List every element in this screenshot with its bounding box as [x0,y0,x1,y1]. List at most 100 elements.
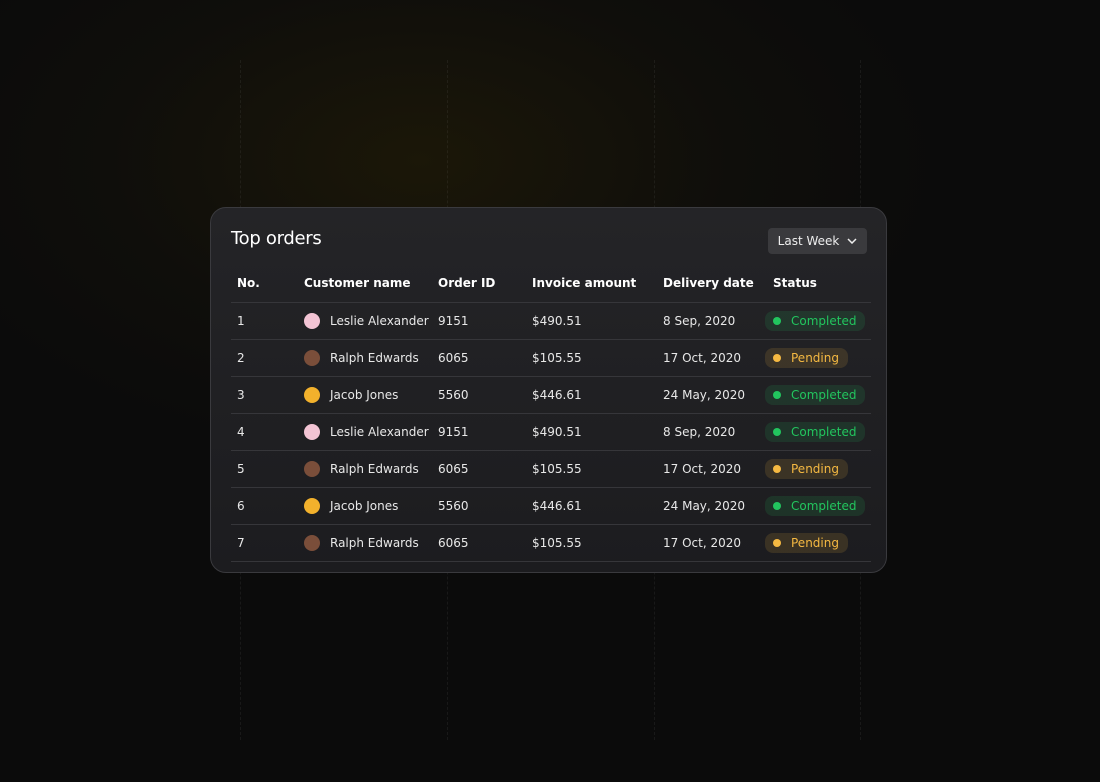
cell-text: 24 May, 2020 [663,499,746,513]
cell-customer: Ralph Edwards [304,451,419,487]
cell-order-id: 5560 [438,377,469,413]
cell-status: Completed [765,488,866,524]
status-dot [773,317,781,325]
status-badge: Pending [765,348,848,368]
cell-status: Pending [765,451,848,487]
cell-text: 4 [237,425,245,439]
cell-text: 8 Sep, 2020 [663,314,736,328]
status-text: Completed [791,425,857,439]
cell-text: 8 Sep, 2020 [663,425,736,439]
cell-text: 5560 [438,499,469,513]
cell-text: $105.55 [532,536,582,550]
orders-table: No. Customer name Order ID Invoice amount De… [231,264,871,562]
table-row: 5 Ralph Edwards 6065 $105.55 17 Oct, 2020 Pen… [231,451,871,488]
cell-amount: $105.55 [532,340,582,376]
cell-no: 7 [237,525,245,561]
cell-amount: $446.61 [532,488,582,524]
status-badge: Completed [765,311,866,331]
cell-amount: $490.51 [532,303,582,339]
avatar [304,461,320,477]
cell-text: 17 Oct, 2020 [663,351,741,365]
cell-no: 5 [237,451,245,487]
avatar [304,424,320,440]
cell-customer: Leslie Alexander [304,414,429,450]
cell-date: 17 Oct, 2020 [663,340,741,376]
cell-order-id: 5560 [438,488,469,524]
cell-order-id: 9151 [438,414,469,450]
cell-text: $490.51 [532,314,582,328]
cell-text: Jacob Jones [330,499,399,513]
cell-text: Leslie Alexander [330,425,429,439]
cell-text: 5560 [438,388,469,402]
cell-date: 17 Oct, 2020 [663,451,741,487]
cell-customer: Jacob Jones [304,488,398,524]
column-header: Invoice amount [532,276,637,290]
cell-text: 6 [237,499,245,513]
cell-order-id: 6065 [438,525,469,561]
cell-no: 6 [237,488,245,524]
cell-text: 24 May, 2020 [663,388,746,402]
cell-text: $105.55 [532,462,582,476]
cell-date: 17 Oct, 2020 [663,525,741,561]
status-text: Completed [791,314,857,328]
cell-amount: $105.55 [532,451,582,487]
status-text: Pending [791,462,839,476]
cell-text: 6065 [438,462,469,476]
status-dot [773,428,781,436]
status-text: Completed [791,499,857,513]
avatar [304,313,320,329]
chevron-icon[interactable] [847,238,857,244]
cell-text: 7 [237,536,245,550]
cell-status: Pending [765,525,848,561]
cell-date: 24 May, 2020 [663,488,745,524]
cell-customer: Ralph Edwards [304,525,419,561]
table-row: 7 Ralph Edwards 6065 $105.55 17 Oct, 2020 Pen… [231,525,871,562]
avatar [304,535,320,551]
cell-order-id: 6065 [438,451,469,487]
cell-date: 24 May, 2020 [663,377,745,413]
cell-text: 5 [237,462,245,476]
status-badge: Pending [765,459,848,479]
table-row: 4 Leslie Alexander 9151 $490.51 8 Sep, 2020 C… [231,414,871,451]
cell-text: $105.55 [532,351,582,365]
cell-text: $446.61 [532,499,582,513]
cell-text: 9151 [438,425,469,439]
status-text: Pending [791,351,839,365]
cell-text: Jacob Jones [330,388,399,402]
column-header: Status [773,276,817,290]
period-dropdown[interactable]: Last Week [768,228,867,254]
table-row: 1 Leslie Alexander 9151 $490.51 8 Sep, 2020 C… [231,303,871,340]
column-header: Order ID [438,276,496,290]
cell-date: 8 Sep, 2020 [663,414,735,450]
dropdown-label[interactable]: Last Week [777,234,840,248]
status-dot [773,354,781,362]
avatar [304,498,320,514]
table-row: 6 Jacob Jones 5560 $446.61 24 May, 2020 Compl… [231,488,871,525]
column-header: No. [237,276,260,290]
cell-text: 6065 [438,536,469,550]
status-text: Completed [791,388,857,402]
status-dot [773,465,781,473]
cell-text: 3 [237,388,245,402]
cell-text: Ralph Edwards [330,536,419,550]
cell-customer: Leslie Alexander [304,303,429,339]
orders-card: Top orders Last Week No. Customer name Ord… [210,207,887,573]
cell-text: $446.61 [532,388,582,402]
cell-status: Completed [765,377,866,413]
cell-amount: $105.55 [532,525,582,561]
cell-amount: $490.51 [532,414,582,450]
cell-customer: Jacob Jones [304,377,398,413]
column-header: Delivery date [663,276,754,290]
cell-customer: Ralph Edwards [304,340,419,376]
cell-no: 4 [237,414,245,450]
status-badge: Completed [765,385,866,405]
status-badge: Completed [765,496,866,516]
status-badge: Completed [765,422,866,442]
cell-text: Leslie Alexander [330,314,429,328]
cell-text: Ralph Edwards [330,351,419,365]
column-header: Customer name [304,276,411,290]
cell-no: 2 [237,340,245,376]
cell-text: 9151 [438,314,469,328]
card-title: Top orders [231,228,322,249]
